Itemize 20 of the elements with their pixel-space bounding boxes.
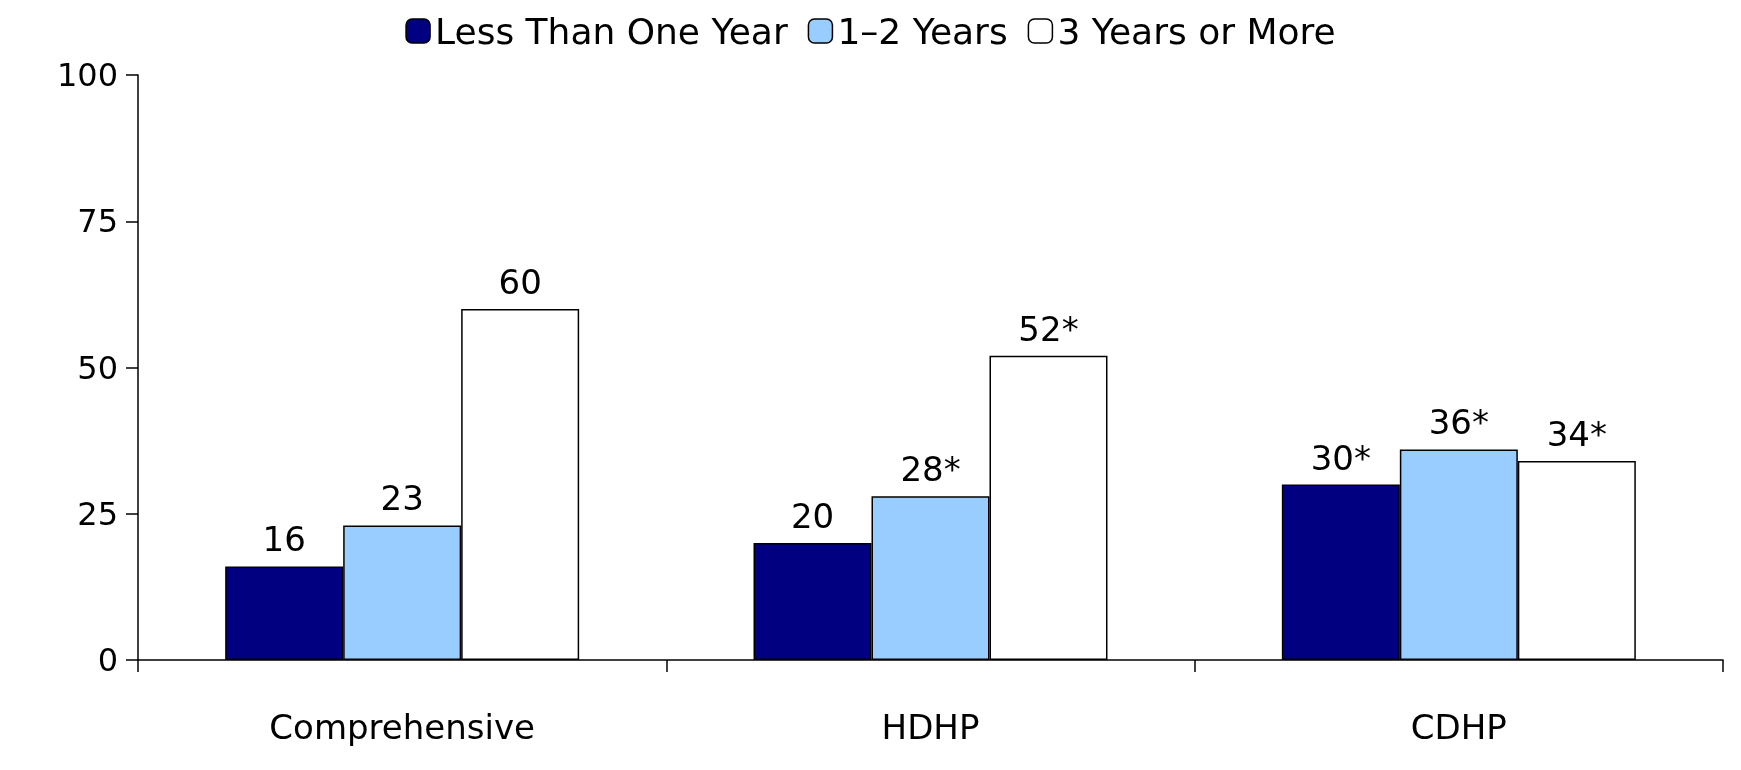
data-label: 34* <box>1546 414 1607 455</box>
x-tick-label: Comprehensive <box>269 707 535 747</box>
y-tick-label: 50 <box>77 348 118 387</box>
data-label: 52* <box>1018 308 1079 349</box>
data-label: 20 <box>790 496 835 536</box>
y-tick-label: 0 <box>97 641 118 679</box>
legend-label: Less Than One Year <box>435 10 788 52</box>
y-tick-label: 100 <box>56 56 118 94</box>
data-label: 23 <box>380 478 424 519</box>
data-label: 60 <box>498 262 542 302</box>
x-tick-label: HDHP <box>881 707 980 747</box>
y-tick-label: 75 <box>77 202 118 241</box>
data-label: 16 <box>262 519 306 560</box>
data-label: 36* <box>1428 402 1489 443</box>
legend-label: 3 Years or More <box>1057 10 1336 52</box>
x-tick-label: CDHP <box>1410 707 1507 747</box>
y-tick-label: 25 <box>77 494 118 533</box>
data-label: 28* <box>900 449 961 490</box>
data-label: 30* <box>1310 437 1371 478</box>
legend-label: 1–2 Years <box>837 10 1008 52</box>
